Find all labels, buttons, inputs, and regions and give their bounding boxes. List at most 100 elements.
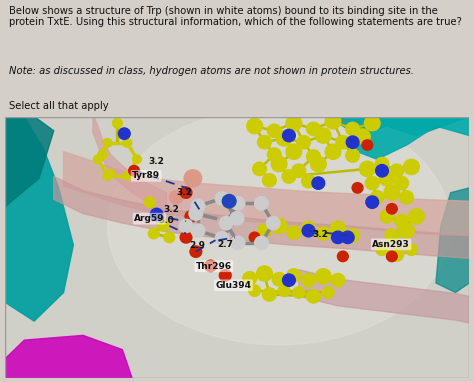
Circle shape [409,209,424,224]
Circle shape [263,288,276,301]
Circle shape [310,157,326,172]
Circle shape [145,197,155,207]
Circle shape [222,194,236,208]
Circle shape [278,285,290,296]
Circle shape [151,209,162,220]
Text: 2.7: 2.7 [217,240,233,249]
Circle shape [384,185,400,200]
Circle shape [376,165,388,177]
Circle shape [179,219,193,233]
Text: Below shows a structure of Trp (shown in white atoms) bound to its binding site : Below shows a structure of Trp (shown in… [9,6,462,28]
Text: Asn293: Asn293 [372,240,410,249]
Circle shape [385,229,399,242]
Circle shape [118,128,130,139]
Text: 3.2: 3.2 [164,205,179,214]
Circle shape [346,136,359,148]
Circle shape [301,175,315,188]
Circle shape [184,170,202,187]
Circle shape [293,287,305,298]
Circle shape [191,224,205,237]
Circle shape [276,131,292,146]
Circle shape [341,231,354,244]
Circle shape [403,159,419,175]
Circle shape [379,171,395,186]
Circle shape [215,231,229,245]
Circle shape [189,207,203,220]
Circle shape [346,149,359,162]
Circle shape [255,236,268,249]
Polygon shape [5,117,73,321]
Text: Tyr89: Tyr89 [132,172,160,180]
Circle shape [112,118,122,128]
Polygon shape [64,152,469,235]
Circle shape [287,226,301,239]
Text: 3.2: 3.2 [149,157,164,166]
Circle shape [263,173,276,187]
Ellipse shape [108,107,451,345]
Circle shape [406,244,417,256]
Circle shape [365,116,380,131]
Circle shape [271,219,287,233]
Circle shape [103,172,112,180]
Polygon shape [5,117,54,207]
Text: 3.0: 3.0 [159,216,174,225]
Circle shape [399,223,414,238]
Circle shape [103,139,112,147]
Circle shape [331,274,345,287]
Circle shape [307,150,320,163]
Polygon shape [328,117,469,136]
Circle shape [249,232,260,243]
Circle shape [266,217,280,230]
Circle shape [185,211,197,222]
Circle shape [386,251,397,262]
Text: 2.9: 2.9 [189,241,205,250]
Circle shape [365,176,379,190]
Circle shape [386,204,397,214]
Circle shape [325,144,341,159]
Circle shape [164,232,175,243]
Circle shape [283,129,295,142]
Circle shape [231,236,245,249]
Circle shape [302,225,315,237]
Circle shape [215,192,229,205]
Polygon shape [436,188,469,293]
Circle shape [219,217,233,230]
Circle shape [346,122,359,136]
Circle shape [267,148,281,161]
Circle shape [346,229,359,242]
Circle shape [370,191,384,204]
Circle shape [231,197,245,210]
Circle shape [247,118,263,134]
Circle shape [256,266,272,281]
Circle shape [352,183,363,193]
Circle shape [325,114,341,129]
Circle shape [93,155,102,163]
Circle shape [395,215,409,228]
Circle shape [307,290,320,303]
Polygon shape [299,270,469,323]
Circle shape [292,164,306,177]
Circle shape [315,128,331,143]
Circle shape [400,191,413,204]
Circle shape [253,162,266,175]
Circle shape [272,273,286,286]
Circle shape [395,176,409,190]
Circle shape [322,287,334,298]
Circle shape [316,227,330,240]
Circle shape [255,197,268,210]
Circle shape [283,274,295,286]
Circle shape [148,228,159,239]
Circle shape [190,246,202,257]
Circle shape [312,177,325,189]
Circle shape [390,164,403,177]
Text: 3.2: 3.2 [312,230,328,240]
Polygon shape [5,335,132,378]
Circle shape [332,231,344,244]
Circle shape [133,155,141,163]
Circle shape [330,221,346,236]
Circle shape [362,140,373,150]
Text: Arg59: Arg59 [134,214,164,223]
Circle shape [336,136,350,149]
Circle shape [380,210,394,223]
Text: 3.2: 3.2 [176,188,192,197]
